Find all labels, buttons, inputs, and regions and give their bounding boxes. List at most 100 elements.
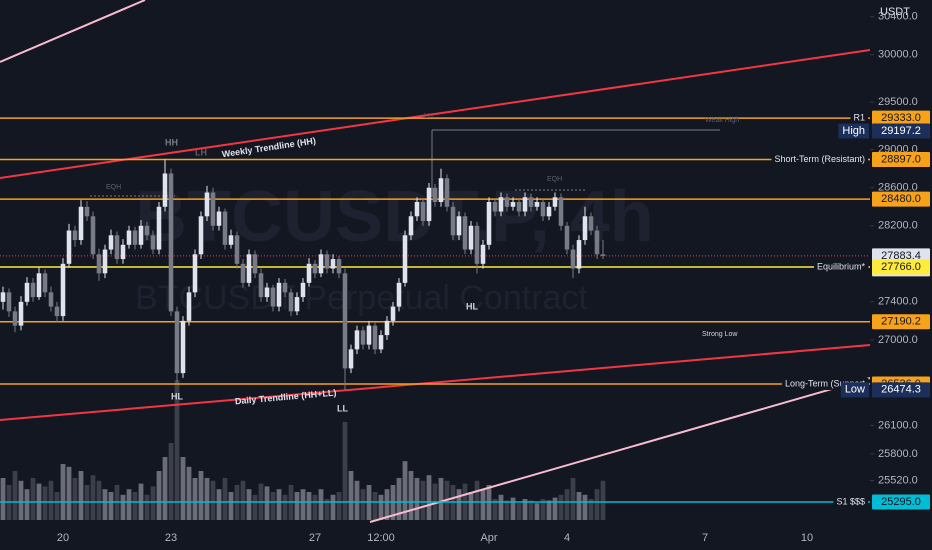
- candle-body: [102, 249, 108, 274]
- volume-bar: [48, 480, 54, 520]
- candle-body: [108, 235, 114, 250]
- candle-body: [546, 206, 552, 217]
- time-axis: [0, 528, 870, 550]
- price-tag-label: 27190.2: [881, 316, 921, 328]
- volume-bar: [534, 503, 540, 520]
- volume-bar: [528, 500, 534, 520]
- candle-body: [408, 216, 414, 236]
- candle-body: [168, 173, 174, 312]
- candle-body: [522, 197, 528, 212]
- candle-body: [486, 202, 492, 245]
- volume-bar: [102, 489, 108, 520]
- price-tag: [872, 191, 930, 207]
- candle-body: [396, 282, 402, 307]
- candle-body: [144, 225, 150, 236]
- candle-body: [288, 292, 294, 312]
- volume-bar: [426, 475, 432, 520]
- level-name-bg: [850, 112, 868, 125]
- volume-bar: [294, 492, 300, 520]
- volume-bar: [516, 503, 522, 520]
- price-tag: [872, 152, 930, 168]
- candle-body: [282, 282, 288, 293]
- candle-body: [354, 330, 360, 350]
- price-tag: [872, 314, 930, 330]
- level-name-bg: [833, 495, 868, 508]
- candle-body: [114, 235, 120, 260]
- volume-bar: [408, 471, 414, 520]
- candle-body: [306, 263, 312, 283]
- candle-body: [180, 320, 186, 374]
- volume-bar: [24, 489, 30, 520]
- volume-bar: [126, 489, 132, 520]
- candle-body: [426, 187, 432, 222]
- volume-bar: [564, 489, 570, 520]
- candle-body: [468, 225, 474, 250]
- candle-body: [402, 235, 408, 283]
- candle-body: [480, 244, 486, 264]
- candle-body: [30, 282, 36, 298]
- candle-body: [78, 206, 84, 241]
- level-name-bg: [771, 153, 868, 166]
- candle-body: [588, 216, 594, 231]
- y-tick-label: 29500.0: [878, 96, 918, 108]
- daily-trendline: [0, 344, 871, 421]
- volume-bar: [384, 489, 390, 520]
- y-tick-label: 25800.0: [878, 448, 918, 460]
- x-tick-label: 7: [702, 532, 708, 544]
- candle-body: [264, 287, 270, 298]
- volume-bar: [120, 494, 126, 520]
- candle-body: [372, 325, 378, 350]
- volume-bar: [456, 489, 462, 520]
- candle-body: [438, 178, 444, 203]
- price-tag: [872, 494, 930, 510]
- candle-body: [240, 263, 246, 283]
- y-tick-label: 27000.0: [878, 334, 918, 346]
- volume-bar: [552, 497, 558, 520]
- candle-body: [258, 273, 264, 298]
- candle-body: [558, 197, 564, 226]
- volume-bar: [132, 492, 138, 520]
- candle-body: [312, 263, 318, 274]
- candle-body: [366, 325, 372, 345]
- level-name: R1: [853, 112, 865, 122]
- y-tick-label: 25520.0: [878, 474, 918, 486]
- volume-bar: [336, 492, 342, 520]
- volume-bar: [492, 499, 498, 520]
- y-tick-label: 30400.0: [878, 11, 918, 23]
- candle-body: [84, 206, 90, 217]
- x-tick-label: 10: [801, 532, 813, 544]
- candle-body: [576, 240, 582, 269]
- candle-body: [66, 230, 72, 264]
- volume-bar: [582, 494, 588, 520]
- volume-bar: [96, 480, 102, 520]
- candle-body: [330, 259, 336, 269]
- volume-bar: [72, 478, 78, 520]
- candle-body: [138, 225, 144, 245]
- volume-bar: [282, 494, 288, 520]
- volume-bar: [18, 480, 24, 520]
- volume-bar: [108, 492, 114, 520]
- trendline-pink-top: [0, 0, 146, 63]
- candle-body: [432, 187, 438, 203]
- candle-body: [156, 206, 162, 250]
- volume-bar: [270, 492, 276, 520]
- candle-body: [420, 202, 426, 222]
- volume-bar: [354, 480, 360, 520]
- candle-body: [204, 192, 210, 217]
- candle-body: [504, 197, 510, 207]
- volume-bar: [192, 478, 198, 520]
- level-name-bg: [813, 261, 869, 274]
- annotation: EQH: [547, 176, 562, 183]
- level-name: Equilibrium*: [817, 261, 866, 271]
- candle-body: [516, 202, 522, 212]
- candle-body: [390, 306, 396, 321]
- annotation: LH: [195, 147, 207, 157]
- volume-bar: [54, 492, 60, 520]
- level-name: Short-Term (Resistant): [774, 154, 865, 164]
- volume-bar: [300, 489, 306, 520]
- level-name: S1 $$$: [836, 496, 865, 506]
- volume-bar: [474, 480, 480, 520]
- annotation: HL: [171, 391, 183, 401]
